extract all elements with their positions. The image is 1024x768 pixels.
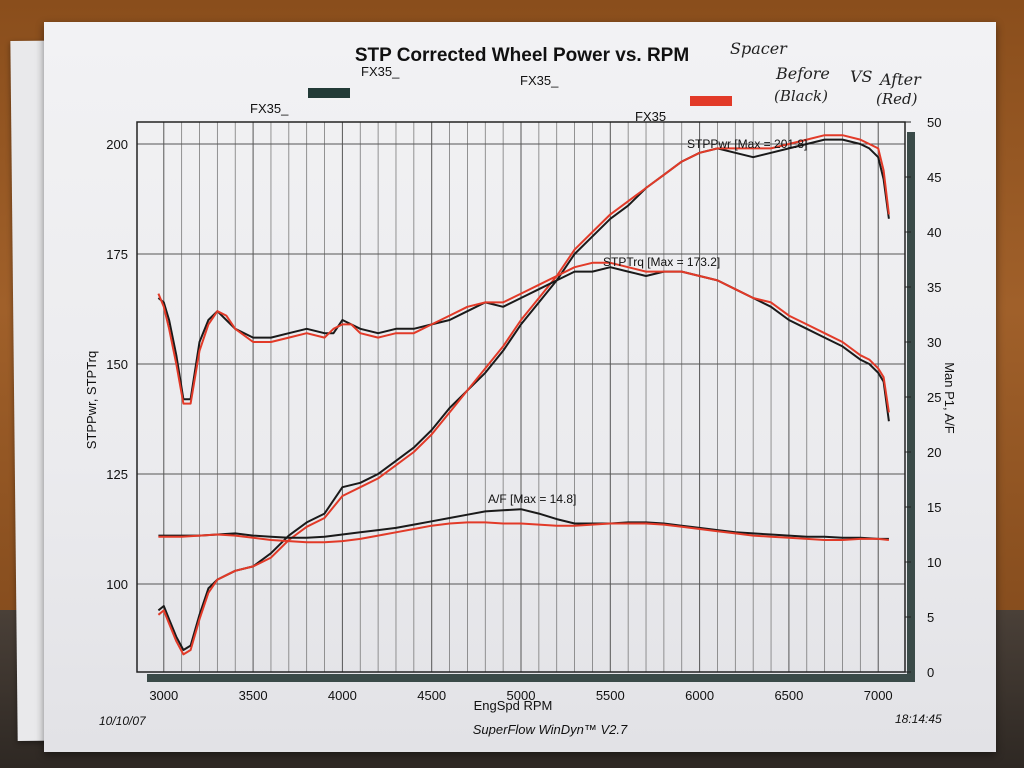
footer-software: SuperFlow WinDyn™ V2.7 (473, 722, 628, 737)
x-axis-label: EngSpd RPM (474, 698, 553, 713)
legend-label-3: FX35_ (250, 101, 289, 116)
y2-tick-label: 5 (927, 610, 934, 625)
tick-labels: 3000 3500 4000 4500 5000 5500 6000 6500 70001001… (106, 115, 941, 703)
annotation-af-max: A/F [Max = 14.8] (488, 492, 576, 506)
y-tick-label: 150 (106, 357, 128, 372)
y2-tick-label: 20 (927, 445, 941, 460)
legend-label-4: FX35 (635, 109, 666, 124)
legend-swatch-black (308, 88, 350, 98)
x-tick-label: 3500 (239, 688, 268, 703)
plot-shadow-right (907, 132, 915, 682)
y-axis-label: STPPwr, STPTrq (84, 351, 99, 449)
series-line-black-5 (158, 508, 889, 540)
note-red: (Red) (876, 90, 918, 108)
handwritten-note: Spacer Before VS After (Black) (Red) (730, 39, 922, 108)
x-tick-label: 6000 (685, 688, 714, 703)
y2-tick-label: 25 (927, 390, 941, 405)
series-line-red-4 (157, 261, 890, 413)
legend-label-1: FX35_ (361, 64, 400, 79)
series-line-red-6 (158, 521, 890, 544)
series-line-red-2 (157, 134, 890, 656)
y2-axis-label: Man P1, A/F (942, 362, 957, 434)
note-before: Before (775, 64, 830, 83)
y-tick-label: 125 (106, 467, 128, 482)
y2-tick-label: 50 (927, 115, 941, 130)
y-tick-label: 100 (106, 577, 128, 592)
note-black: (Black) (774, 87, 828, 105)
plot-shadow-bottom (147, 674, 915, 682)
footer-date: 10/10/07 (99, 714, 147, 728)
x-tick-label: 4000 (328, 688, 357, 703)
note-vs: VS (850, 67, 873, 86)
x-tick-label: 5500 (596, 688, 625, 703)
y2-tick-label: 15 (927, 500, 941, 515)
y2-tick-label: 10 (927, 555, 941, 570)
series-line-black-3 (157, 266, 890, 422)
x-tick-label: 5000 (507, 688, 536, 703)
y-tick-label: 200 (106, 137, 128, 152)
x-tick-label: 7000 (864, 688, 893, 703)
y2-tick-label: 40 (927, 225, 941, 240)
legend: FX35_ FX35_ FX35_ FX35 (250, 64, 732, 124)
y2-tick-label: 35 (927, 280, 941, 295)
x-tick-label: 4500 (417, 688, 446, 703)
series-line-black-1 (157, 138, 890, 651)
annotation-power-max: STPPwr [Max = 201.8] (687, 137, 807, 151)
chart-grid (137, 122, 905, 672)
y2-tick-label: 0 (927, 665, 934, 680)
legend-label-2: FX35_ (520, 73, 559, 88)
y-tick-label: 175 (106, 247, 128, 262)
y2-tick-label: 30 (927, 335, 941, 350)
legend-swatch-red (690, 96, 732, 106)
note-after: After (878, 70, 922, 89)
annotation-torque-max: STPTrq [Max = 173.2] (603, 255, 720, 269)
y2-tick-label: 45 (927, 170, 941, 185)
x-tick-label: 3000 (149, 688, 178, 703)
series-layer (157, 134, 890, 656)
footer-time: 18:14:45 (895, 712, 942, 726)
x-tick-label: 6500 (774, 688, 803, 703)
note-spacer: Spacer (730, 39, 788, 58)
chart-title: STP Corrected Wheel Power vs. RPM (355, 45, 689, 66)
